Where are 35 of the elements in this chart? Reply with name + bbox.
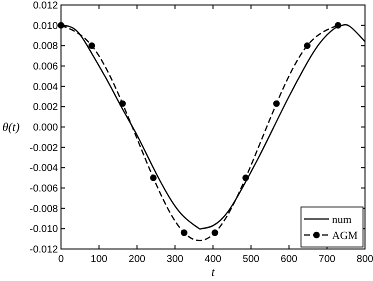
point (212, 229, 218, 236)
y-tick-label: -0.004 (30, 163, 58, 174)
x-tick-label: 300 (166, 254, 184, 265)
point (242, 174, 249, 182)
x-tick-label: 600 (280, 254, 298, 265)
legend-label: AGM (332, 230, 358, 242)
x-tick-label: 500 (242, 254, 260, 265)
point (88, 42, 96, 49)
y-tick-label: -0.012 (30, 244, 58, 256)
y-tick-label: -0.010 (30, 224, 58, 236)
x-tick-label: 200 (128, 254, 146, 265)
point (150, 174, 157, 182)
y-axis-title: θ(t) (2, 120, 20, 134)
point (273, 100, 280, 107)
y-tick-label: 0.002 (32, 102, 58, 114)
y-tick-label: -0.002 (30, 142, 58, 154)
y-tick-label: 0.008 (32, 41, 58, 52)
x-axis-title: t (211, 265, 216, 279)
x-tick-label: 700 (318, 254, 336, 265)
point (119, 100, 126, 107)
y-tick-label: -0.008 (30, 204, 58, 215)
y-tick-label: 0.000 (32, 122, 58, 134)
x-tick-label: 0 (58, 254, 64, 265)
y-tick-label: 0.006 (32, 62, 58, 72)
y-tick-label: 0.004 (32, 82, 58, 93)
y-tick-label: 0.012 (32, 0, 58, 12)
point (304, 42, 311, 49)
legend-label: num (332, 214, 352, 226)
point (180, 229, 188, 236)
point (334, 22, 342, 29)
x-tick-label: 800 (356, 254, 373, 265)
y-tick-label: 0.010 (32, 20, 58, 32)
x-tick-label: 100 (90, 254, 108, 265)
x-tick-label: 400 (204, 254, 222, 265)
y-tick-label: -0.006 (30, 184, 58, 194)
